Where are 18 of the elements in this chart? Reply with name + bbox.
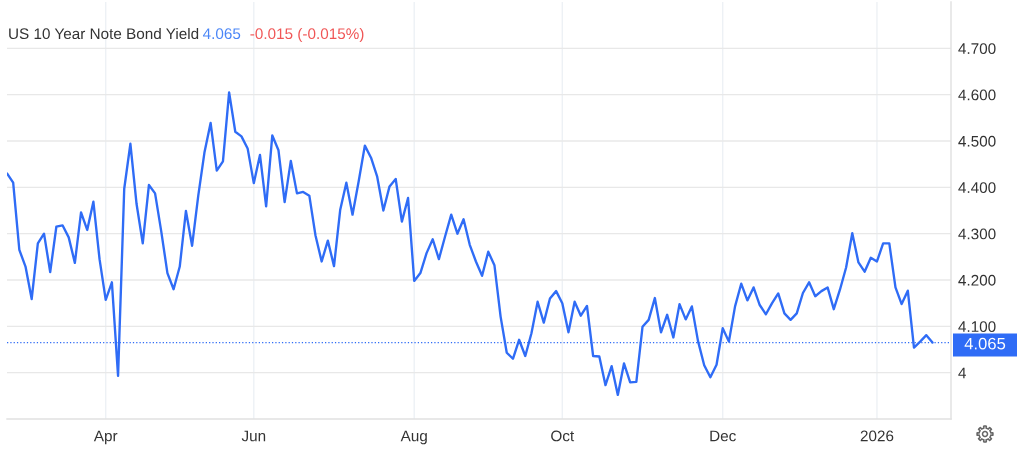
x-tick-label: Oct [551,430,575,442]
y-tick-label: 4.100 [958,321,996,333]
annotation: -0.015 (-0.015%) [250,27,364,43]
y-tick-label: 4.200 [958,274,996,286]
y-tick-label: 4.700 [958,43,996,55]
x-tick-label: Dec [710,430,736,442]
x-tick-label: Aug [400,430,427,445]
x-tick-label: Apr [93,430,118,445]
text: US 10 Year Note Bond Yield [9,27,199,40]
x-tick-label: 2026 [860,430,894,442]
y-tick-label: 4.600 [958,89,996,101]
y-tick-label: 4.300 [958,228,996,240]
y-tick-label: 4.500 [958,135,996,147]
ref-line-label: 4.065 [964,337,1006,350]
y-tick-label: 4 [958,367,966,379]
y-tick-label: 4.400 [958,182,996,194]
x-tick-label: Jun [241,430,266,442]
annotation: 4.065 [202,28,241,40]
